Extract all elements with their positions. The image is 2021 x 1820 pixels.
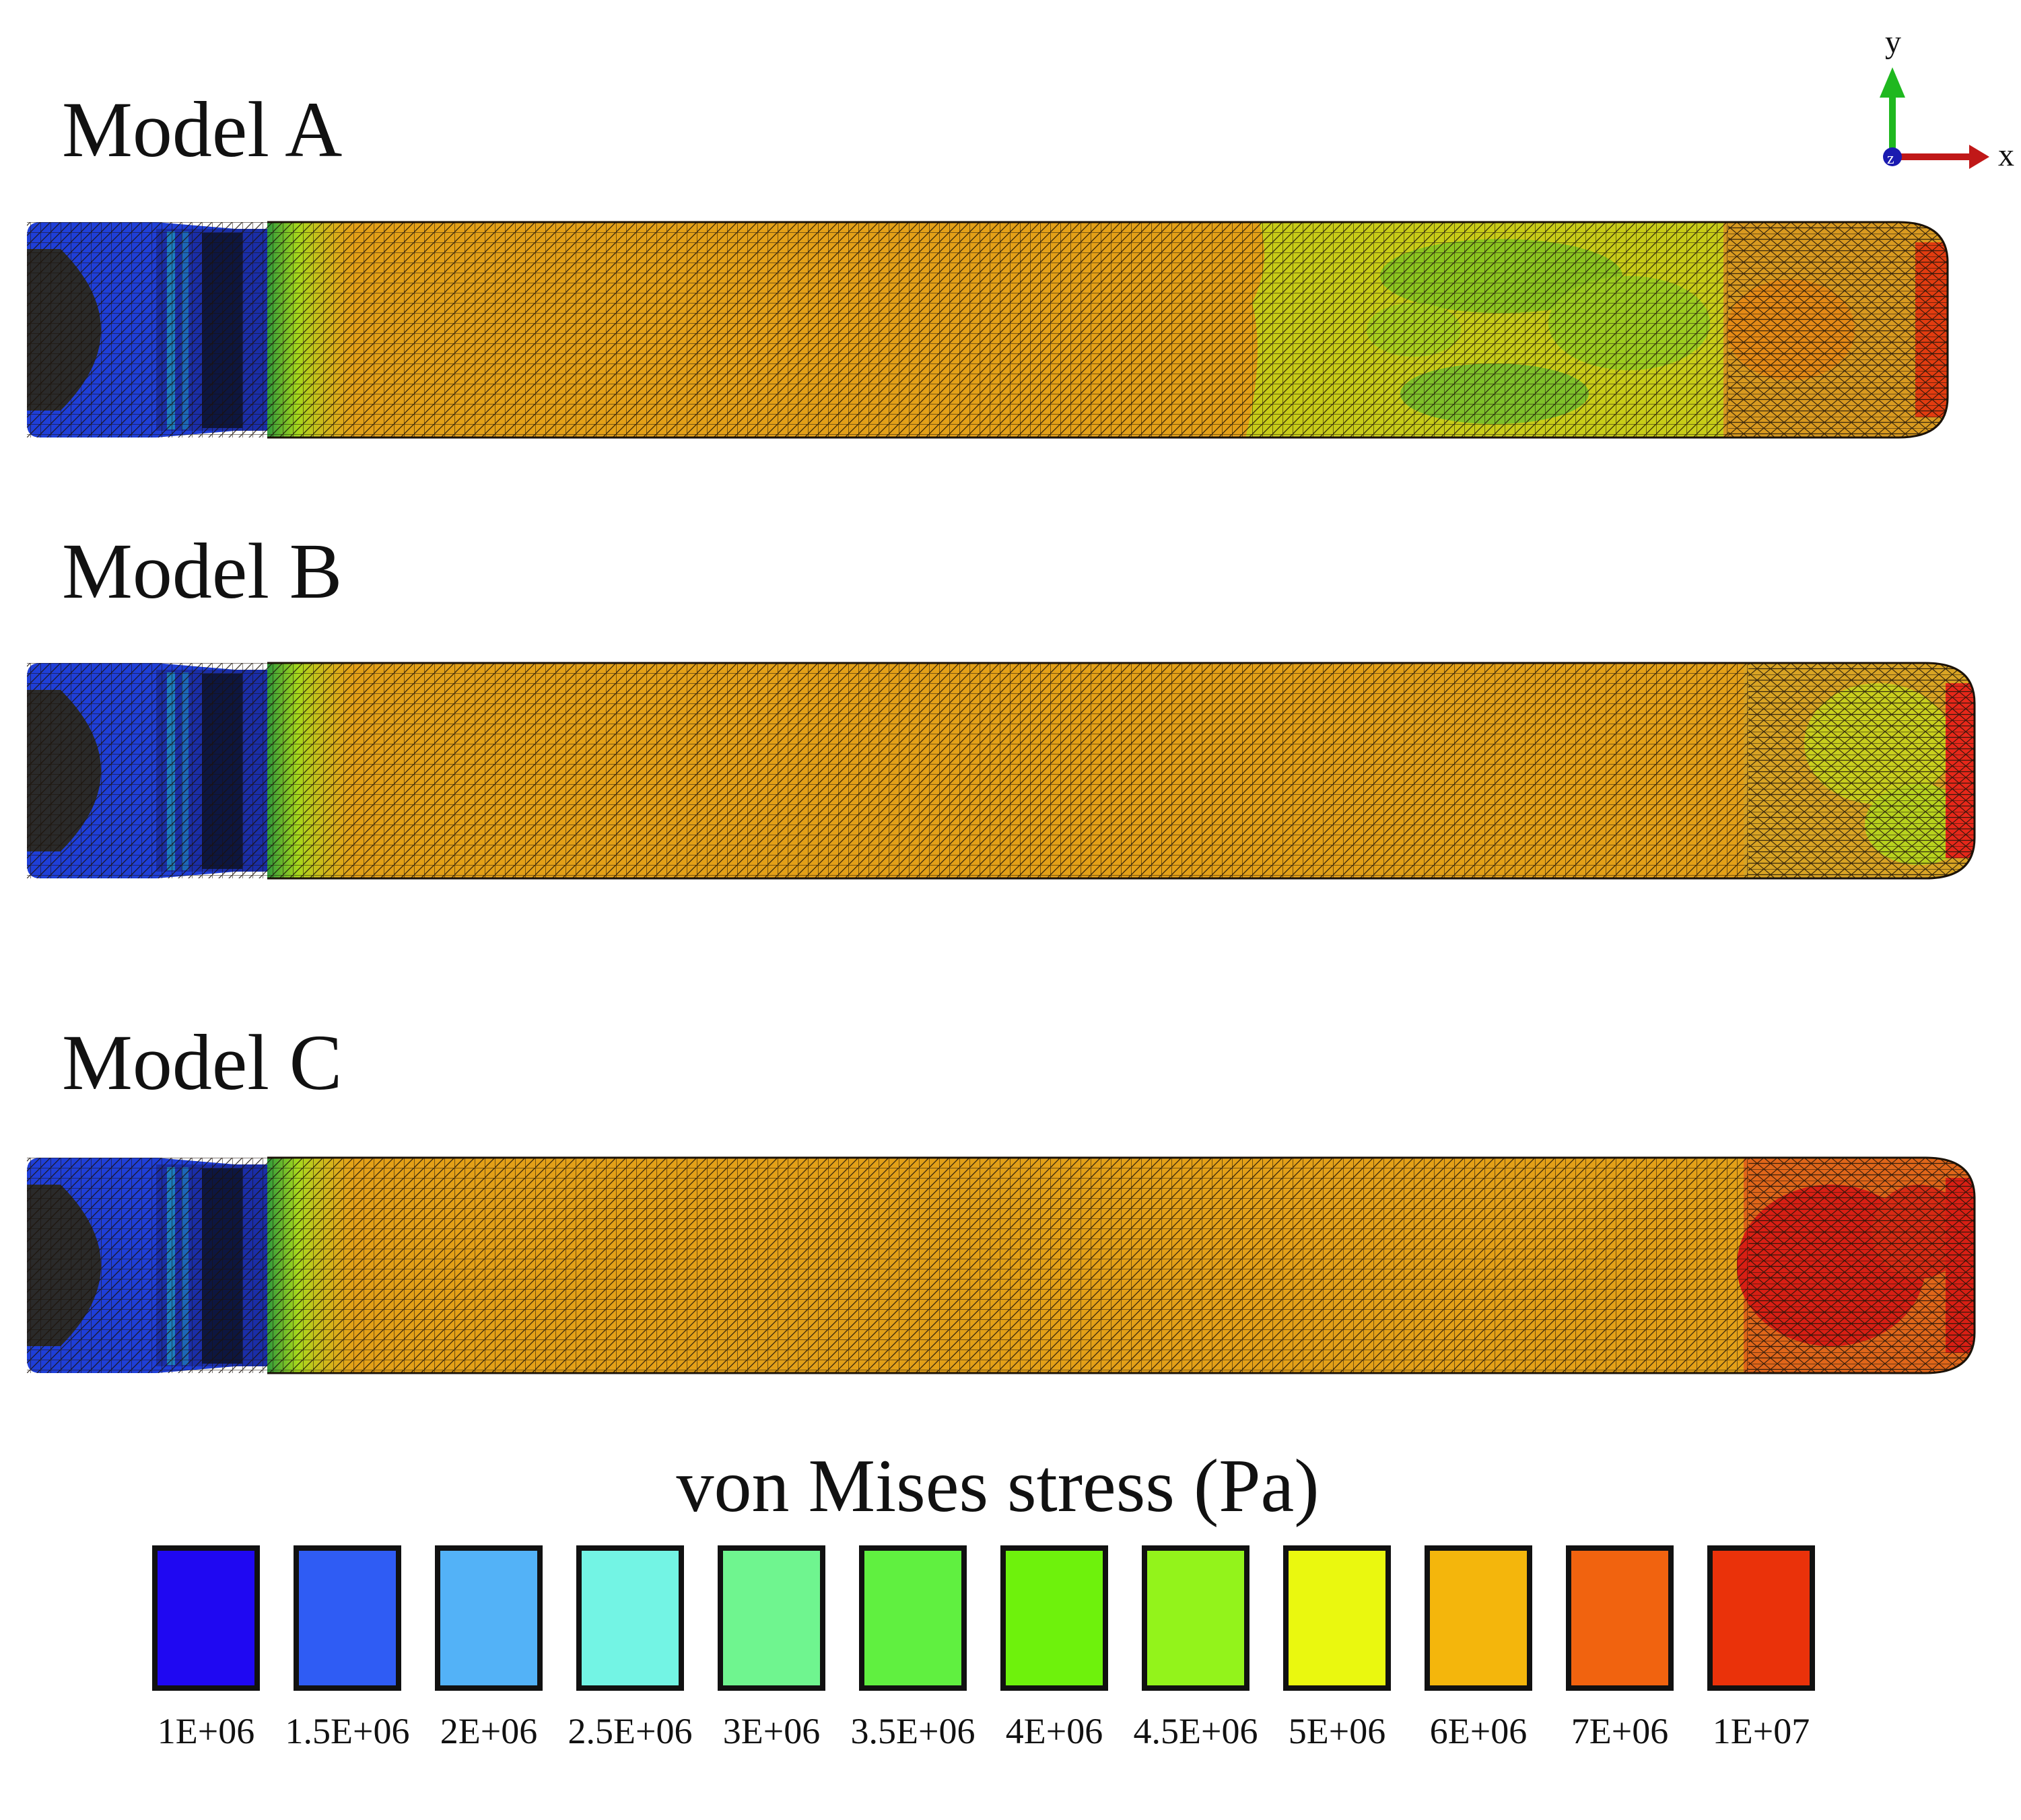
x-axis-label: x xyxy=(1998,137,2014,173)
model-c-body xyxy=(267,1156,1976,1374)
legend-value-label: 7E+06 xyxy=(1571,1711,1668,1751)
legend-swatches: 1E+06 1.5E+06 2E+06 2.5E+06 3E+06 3.5E+06 4E+0… xyxy=(152,1545,1815,1751)
z-axis-marker xyxy=(1883,147,1902,166)
model-c-label: Model C xyxy=(62,1018,342,1107)
stress-legend: von Mises stress (Pa) 1E+06 1.5E+06 2E+06 2… xyxy=(152,1444,1815,1751)
y-axis-label: y xyxy=(1885,24,1901,60)
model-a-body xyxy=(267,222,1948,438)
model-b-root xyxy=(27,663,267,878)
legend-swatch xyxy=(294,1545,401,1691)
model-a-root xyxy=(27,222,267,438)
legend-value-label: 3E+06 xyxy=(723,1711,820,1751)
legend-swatch xyxy=(1142,1545,1249,1691)
model-a-label: Model A xyxy=(62,85,342,174)
legend-value-label: 1E+07 xyxy=(1713,1711,1810,1751)
model-c-root xyxy=(27,1158,267,1373)
legend-swatch xyxy=(1707,1545,1815,1691)
x-axis-arrow xyxy=(1895,145,1989,169)
legend-value-label: 4.5E+06 xyxy=(1134,1711,1258,1751)
model-c-blade xyxy=(27,1156,1976,1374)
y-axis-arrow xyxy=(1880,67,1905,155)
model-a-blade xyxy=(27,221,1949,439)
model-b-body xyxy=(267,662,1976,880)
legend-swatch xyxy=(152,1545,260,1691)
legend-swatch xyxy=(718,1545,825,1691)
legend-value-label: 5E+06 xyxy=(1289,1711,1385,1751)
legend-swatch xyxy=(859,1545,967,1691)
legend-value-label: 3.5E+06 xyxy=(851,1711,975,1751)
legend-swatch xyxy=(435,1545,543,1691)
legend-swatch xyxy=(1566,1545,1674,1691)
legend-title: von Mises stress (Pa) xyxy=(676,1444,1319,1528)
legend-value-label: 1.5E+06 xyxy=(285,1711,410,1751)
model-b-label: Model B xyxy=(62,527,342,615)
z-axis-label: z xyxy=(1887,150,1894,168)
model-b-blade xyxy=(27,662,1976,880)
legend-swatch xyxy=(1283,1545,1391,1691)
legend-value-label: 2E+06 xyxy=(440,1711,537,1751)
model-c-panel: Model C xyxy=(27,1018,1976,1374)
legend-value-label: 1E+06 xyxy=(158,1711,254,1751)
legend-swatch xyxy=(1425,1545,1532,1691)
legend-value-label: 2.5E+06 xyxy=(568,1711,693,1751)
model-a-panel: Model A xyxy=(27,85,1949,439)
legend-value-label: 6E+06 xyxy=(1430,1711,1527,1751)
model-b-panel: Model B xyxy=(27,527,1976,880)
legend-swatch xyxy=(576,1545,684,1691)
legend-value-label: 4E+06 xyxy=(1006,1711,1103,1751)
legend-swatch xyxy=(1000,1545,1108,1691)
axis-triad: y x z xyxy=(1880,24,2014,173)
